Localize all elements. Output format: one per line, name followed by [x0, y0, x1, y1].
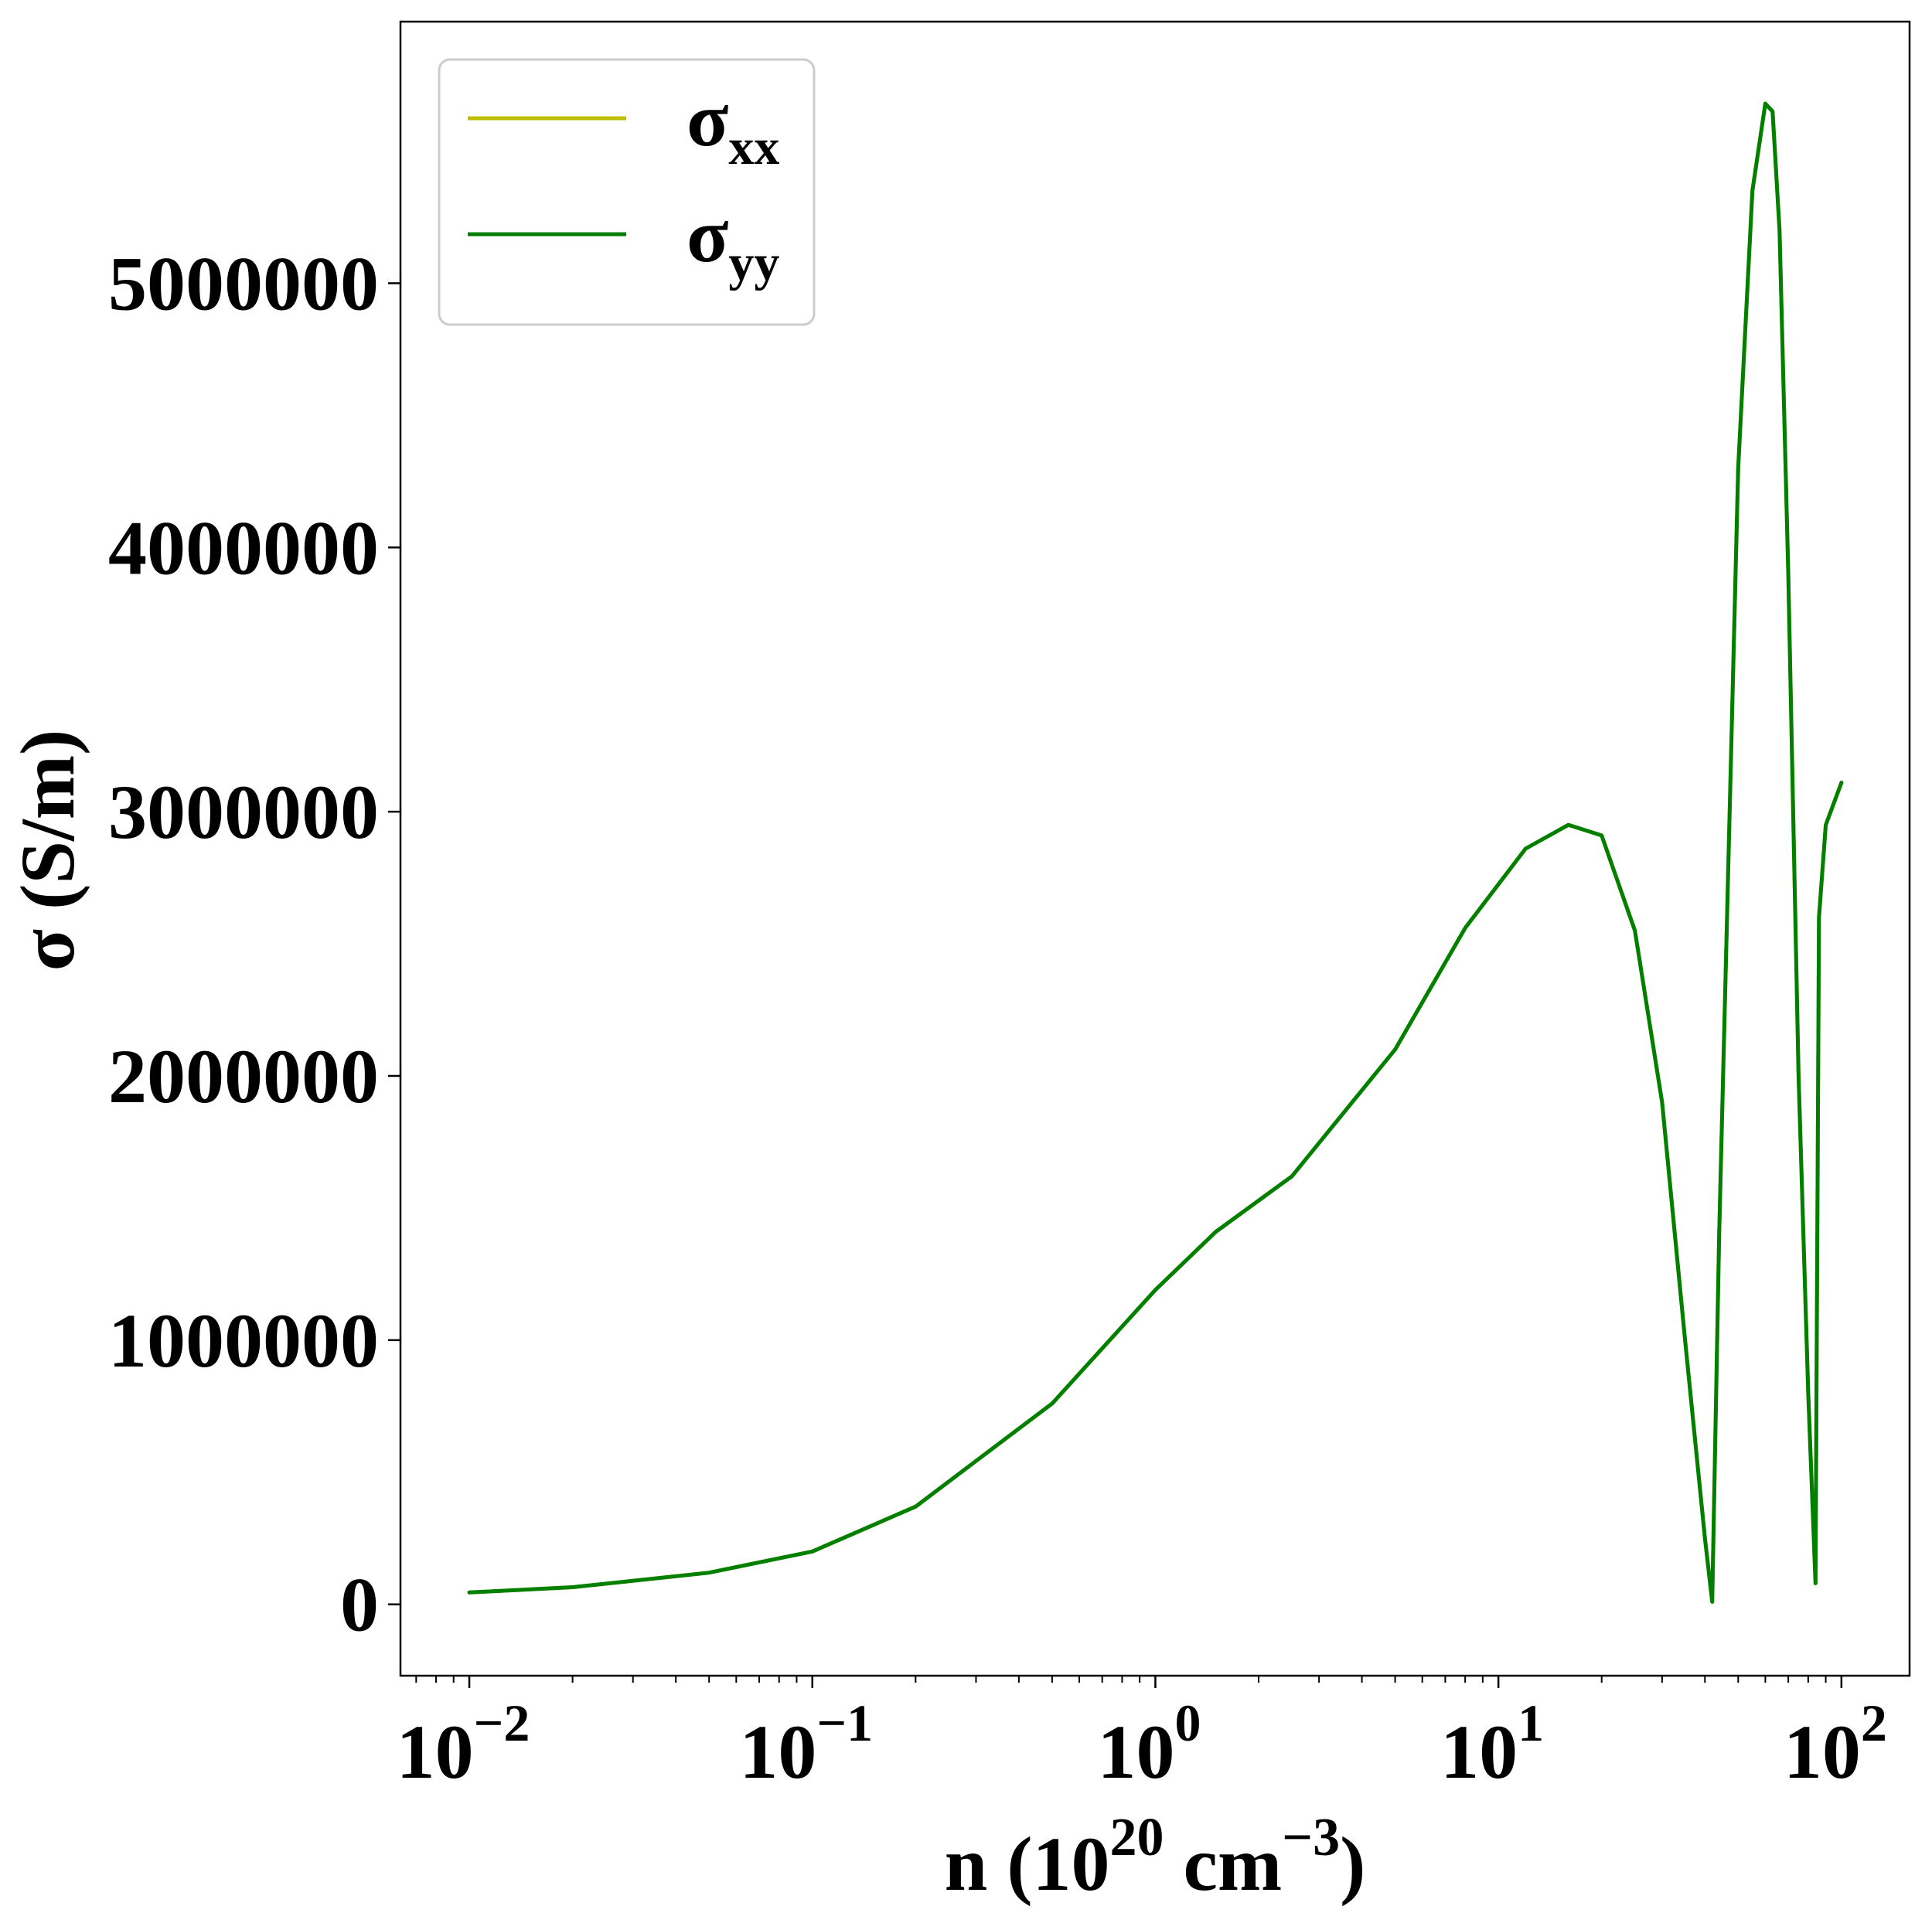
- x-tick-label-base: 10: [739, 1709, 816, 1795]
- x-axis-label-exp1: 20: [1110, 1808, 1164, 1867]
- y-tick-label: 0: [340, 1562, 379, 1648]
- x-tick-label-base: 10: [1440, 1709, 1518, 1795]
- y-axis-label: σ (S/m): [5, 730, 90, 972]
- x-tick-label: 10−2: [397, 1693, 530, 1795]
- y-tick-label: 1000000: [108, 1298, 379, 1384]
- x-major-ticks: 10−2 10−1 100 101 102: [397, 1676, 1887, 1795]
- x-tick-label-exponent: 2: [1861, 1693, 1887, 1752]
- x-tick-label-exponent: −2: [474, 1693, 530, 1752]
- y-tick-label: 4000000: [108, 505, 379, 591]
- y-tick-label: 5000000: [108, 240, 379, 326]
- legend-label-sigma-yy: σyy: [687, 192, 779, 291]
- x-axis-label-base: n (10: [945, 1821, 1110, 1907]
- plot-area: 10−2 10−1 100 101 102 0100000020000003000000…: [108, 20, 1911, 1795]
- legend: σxx σyy: [438, 58, 816, 326]
- x-tick-label: 100: [1097, 1693, 1201, 1795]
- legend-label-sigma-xx: σxx: [687, 77, 779, 175]
- legend-label-sigma-yy-sub: yy: [728, 235, 779, 291]
- x-tick-label: 102: [1784, 1693, 1887, 1795]
- x-tick-label-exponent: −1: [816, 1693, 873, 1752]
- legend-label-sigma-xx-sub: xx: [728, 119, 779, 175]
- x-tick-label-exponent: 1: [1518, 1693, 1544, 1752]
- legend-box: [438, 58, 816, 326]
- y-ticks: 0 1000000 2000000 3000000 4000000 5000000: [108, 240, 400, 1648]
- x-tick-label: 10−1: [739, 1693, 873, 1795]
- x-axis-label-mid: cm: [1164, 1821, 1283, 1907]
- x-tick-label-base: 10: [1097, 1709, 1174, 1795]
- y-tick-label: 2000000: [108, 1033, 379, 1119]
- x-tick-label-base: 10: [397, 1709, 474, 1795]
- x-minor-ticks: [415, 1676, 1827, 1683]
- x-tick-label-exponent: 0: [1174, 1693, 1201, 1752]
- x-tick-label-base: 10: [1784, 1709, 1861, 1795]
- y-tick-label: 3000000: [108, 769, 379, 855]
- x-axis-label-exp2: −3: [1282, 1808, 1340, 1867]
- legend-label-sigma-xx-base: σ: [687, 77, 728, 162]
- legend-label-sigma-yy-base: σ: [687, 192, 728, 278]
- series-line-yy: [467, 101, 1844, 1604]
- series-lines: [467, 101, 1844, 1604]
- x-axis-label: n (1020 cm−3): [945, 1808, 1366, 1907]
- x-axis-label-end: ): [1340, 1821, 1365, 1907]
- x-tick-label: 101: [1440, 1693, 1544, 1795]
